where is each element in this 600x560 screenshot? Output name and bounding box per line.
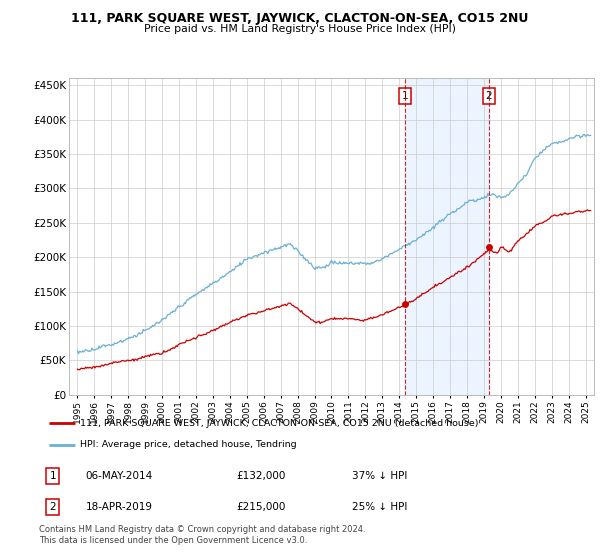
Text: Price paid vs. HM Land Registry's House Price Index (HPI): Price paid vs. HM Land Registry's House … (144, 24, 456, 34)
Bar (405, 78, 489, 395)
Text: 111, PARK SQUARE WEST, JAYWICK, CLACTON-ON-SEA, CO15 2NU (detached house): 111, PARK SQUARE WEST, JAYWICK, CLACTON-… (80, 419, 479, 428)
Text: £132,000: £132,000 (236, 471, 286, 481)
Text: 1: 1 (49, 471, 56, 481)
Text: 2: 2 (49, 502, 56, 512)
Text: 37% ↓ HPI: 37% ↓ HPI (352, 471, 407, 481)
Text: 18-APR-2019: 18-APR-2019 (86, 502, 152, 512)
Text: HPI: Average price, detached house, Tendring: HPI: Average price, detached house, Tend… (80, 440, 297, 450)
Text: 111, PARK SQUARE WEST, JAYWICK, CLACTON-ON-SEA, CO15 2NU: 111, PARK SQUARE WEST, JAYWICK, CLACTON-… (71, 12, 529, 25)
Text: 06-MAY-2014: 06-MAY-2014 (86, 471, 153, 481)
Text: 1: 1 (402, 91, 409, 101)
Text: 2: 2 (485, 91, 492, 101)
Text: £215,000: £215,000 (236, 502, 286, 512)
Text: 25% ↓ HPI: 25% ↓ HPI (352, 502, 407, 512)
Text: Contains HM Land Registry data © Crown copyright and database right 2024.
This d: Contains HM Land Registry data © Crown c… (39, 525, 365, 545)
